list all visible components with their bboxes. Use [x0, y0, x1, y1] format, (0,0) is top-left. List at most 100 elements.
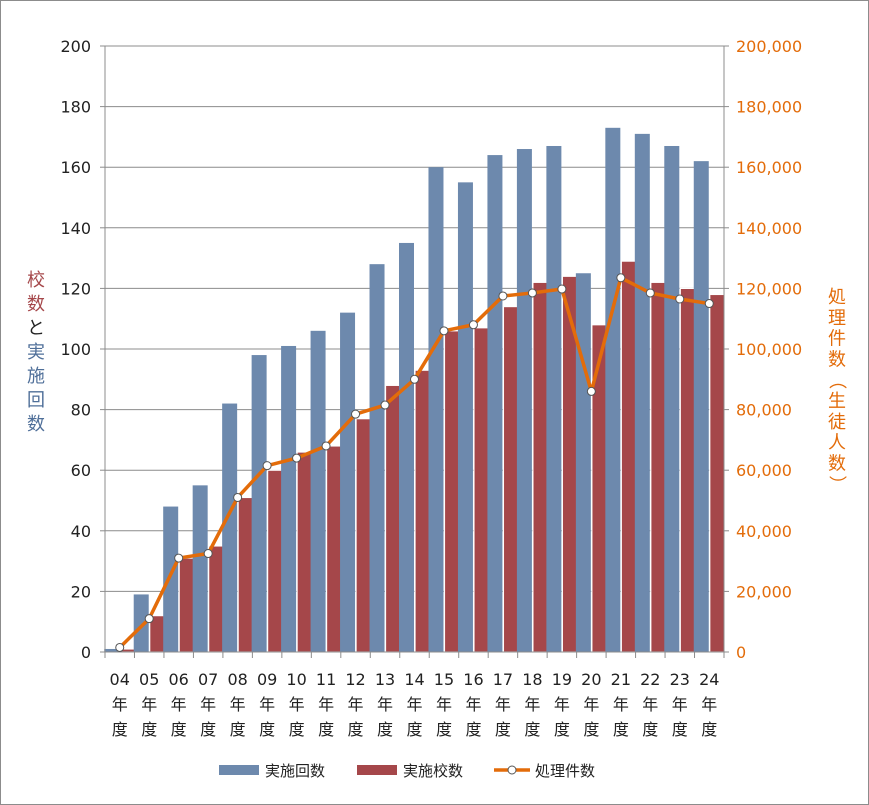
line-point — [380, 400, 390, 410]
y-right-label-char: 生 — [828, 391, 846, 412]
bar-jisshi-kaisu — [251, 355, 267, 652]
bar-jisshi-kaisu — [340, 312, 356, 652]
y-left-tick-label: 40 — [71, 522, 91, 541]
x-tick-suffix: 年 — [318, 695, 334, 714]
x-tick-suffix: 度 — [642, 720, 658, 739]
x-tick-suffix: 年 — [289, 695, 305, 714]
y-left-label-char: 回 — [27, 390, 45, 411]
bar-jisshi-kaisu — [428, 167, 444, 652]
bar-jisshi-kaisu — [104, 648, 120, 652]
bar-jisshi-kosu — [296, 451, 313, 653]
x-tick-suffix: 度 — [406, 720, 422, 739]
bar-jisshi-kosu — [267, 469, 284, 653]
x-tick-suffix: 度 — [141, 720, 157, 739]
bar-jisshi-kosu — [532, 281, 549, 653]
x-tick-suffix: 年 — [613, 695, 629, 714]
line-point — [410, 374, 419, 384]
line-point — [586, 386, 596, 396]
y-left-tick-label: 120 — [60, 279, 91, 298]
x-tick-suffix: 度 — [259, 720, 275, 739]
x-tick-suffix: 度 — [524, 720, 540, 739]
y-left-tick-label: 20 — [71, 582, 91, 601]
x-tick-label: 16 — [463, 670, 483, 689]
bar-jisshi-kosu — [473, 327, 490, 653]
x-tick-suffix: 年 — [171, 695, 187, 714]
bar-jisshi-kosu — [709, 293, 726, 653]
bar-jisshi-kosu — [355, 418, 372, 653]
x-tick-suffix: 年 — [200, 695, 216, 714]
line-point — [468, 320, 478, 330]
x-tick-suffix: 度 — [436, 720, 452, 739]
y-right-tick-label: 140,000 — [736, 219, 802, 238]
x-tick-suffix: 年 — [642, 695, 658, 714]
bar-jisshi-kosu — [650, 281, 667, 653]
x-tick-suffix: 度 — [318, 720, 334, 739]
bar-jisshi-kaisu — [546, 145, 562, 653]
bar-jisshi-kaisu — [399, 242, 414, 652]
bar-jisshi-kaisu — [163, 506, 179, 652]
bar-jisshi-kosu — [502, 305, 520, 653]
y-left-tick-label: 80 — [71, 401, 91, 420]
y-right-tick-label: 80,000 — [736, 401, 792, 420]
bar-jisshi-kaisu — [516, 149, 532, 652]
bar-jisshi-kosu — [384, 384, 402, 653]
x-tick-label: 15 — [434, 670, 454, 689]
bar-jisshi-kosu — [443, 330, 461, 653]
x-tick-suffix: 度 — [495, 720, 511, 739]
x-tick-label: 23 — [670, 670, 690, 689]
y-right-label-char: 人 — [828, 433, 846, 454]
line-point — [675, 294, 685, 304]
line-point — [321, 441, 331, 451]
y-right-tick-label: 200,000 — [736, 37, 802, 56]
y-left-label-char: 校 — [27, 270, 45, 291]
y-right-tick-label: 60,000 — [736, 461, 792, 480]
x-tick-suffix: 度 — [112, 720, 128, 739]
x-tick-suffix: 年 — [465, 695, 481, 714]
y-left-label-char: と — [27, 318, 45, 339]
x-tick-suffix: 年 — [672, 695, 688, 714]
y-right-tick-label: 40,000 — [736, 522, 792, 541]
x-tick-suffix: 年 — [524, 695, 540, 714]
legend-label-shori-kensu: 処理件数 — [535, 762, 595, 780]
line-point — [115, 642, 125, 652]
x-tick-suffix: 度 — [171, 720, 187, 739]
bar-jisshi-kaisu — [310, 330, 326, 652]
y-left-tick-label: 200 — [60, 37, 91, 56]
x-tick-suffix: 度 — [289, 720, 305, 739]
x-tick-suffix: 年 — [377, 695, 393, 714]
y-right-tick-label: 180,000 — [736, 98, 802, 117]
y-right-label-char: ） — [826, 475, 847, 493]
line-point — [144, 614, 154, 624]
bar-jisshi-kosu — [325, 445, 343, 653]
y-left-label-char: 数 — [27, 294, 45, 315]
bar-jisshi-kosu — [591, 324, 608, 653]
bar-jisshi-kosu — [414, 369, 431, 653]
line-point — [498, 291, 508, 301]
x-tick-suffix: 度 — [583, 720, 599, 739]
y-right-label-char: 件 — [828, 329, 846, 350]
line-point — [262, 461, 272, 471]
bar-jisshi-kosu — [237, 496, 254, 653]
x-tick-suffix: 年 — [230, 695, 246, 714]
x-tick-suffix: 度 — [613, 720, 629, 739]
line-point — [439, 326, 449, 336]
bar-jisshi-kaisu — [664, 145, 680, 653]
y-right-tick-label: 0 — [736, 643, 746, 662]
x-tick-suffix: 年 — [436, 695, 452, 714]
y-left-label-char: 数 — [27, 414, 45, 435]
bar-jisshi-kaisu — [634, 133, 650, 652]
x-tick-suffix: 度 — [672, 720, 688, 739]
x-tick-suffix: 度 — [554, 720, 570, 739]
x-tick-label: 18 — [522, 670, 542, 689]
line-point — [351, 409, 361, 419]
y-left-tick-label: 180 — [60, 98, 91, 117]
legend-swatch-jisshi-kosu — [357, 765, 397, 775]
bar-jisshi-kosu — [208, 545, 225, 653]
x-tick-label: 06 — [169, 670, 189, 689]
x-tick-label: 07 — [198, 670, 218, 689]
x-tick-label: 04 — [110, 670, 130, 689]
line-point — [203, 549, 213, 559]
bars — [104, 127, 726, 653]
